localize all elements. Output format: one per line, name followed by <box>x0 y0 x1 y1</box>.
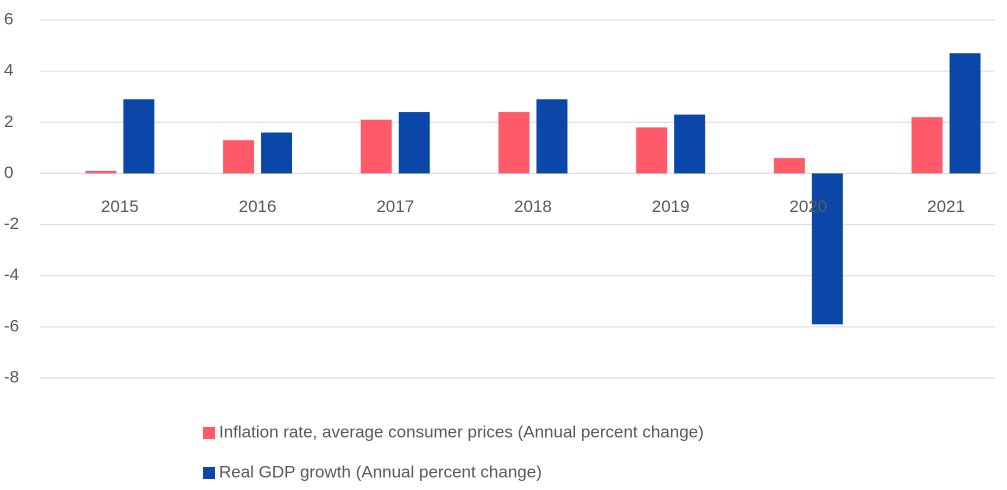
bar <box>123 99 155 174</box>
y-tick-label: 4 <box>4 61 13 80</box>
x-tick-label: 2019 <box>652 197 690 216</box>
y-tick-label: -4 <box>4 265 19 284</box>
y-tick-label: -6 <box>4 316 19 335</box>
bar <box>674 114 706 174</box>
bar <box>911 117 943 174</box>
x-tick-label: 2016 <box>239 197 277 216</box>
x-tick-label: 2015 <box>101 197 139 216</box>
y-tick-label: -8 <box>4 367 19 386</box>
bar <box>536 99 568 174</box>
legend-swatch <box>203 467 215 479</box>
bar <box>773 158 805 174</box>
bar <box>360 119 392 174</box>
y-tick-label: -2 <box>4 214 19 233</box>
bar <box>811 173 843 325</box>
legend-label: Inflation rate, average consumer prices … <box>219 422 704 441</box>
legend-label: Real GDP growth (Annual percent change) <box>219 462 542 481</box>
bar <box>398 112 430 174</box>
y-tick-label: 0 <box>4 163 13 182</box>
x-tick-label: 2017 <box>376 197 414 216</box>
y-tick-label: 2 <box>4 112 13 131</box>
bar <box>949 53 981 174</box>
x-tick-label: 2021 <box>927 197 965 216</box>
x-tick-label: 2018 <box>514 197 552 216</box>
bar <box>261 132 293 174</box>
x-tick-label: 2020 <box>789 197 827 216</box>
bar <box>85 170 117 174</box>
bar <box>223 140 255 174</box>
legend-swatch <box>203 427 215 439</box>
bar <box>636 127 668 174</box>
y-tick-label: 6 <box>4 9 13 28</box>
bar <box>498 112 530 174</box>
